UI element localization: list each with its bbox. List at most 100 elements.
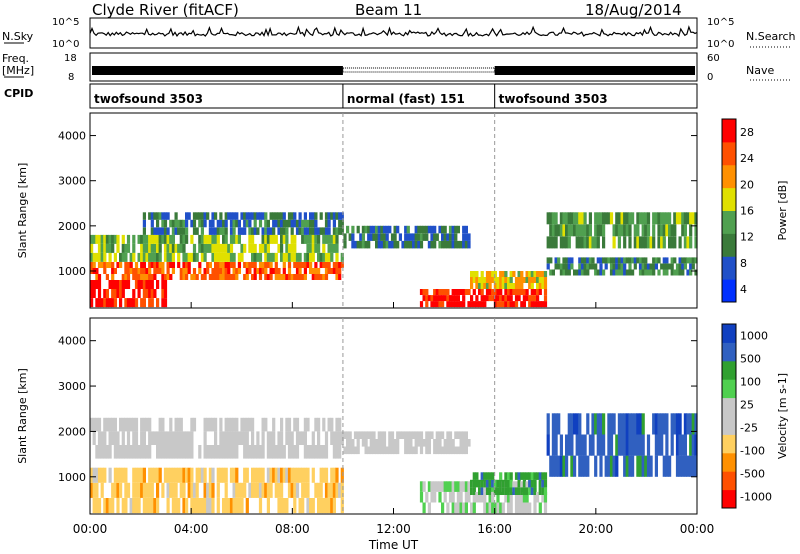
power-cell	[530, 277, 534, 283]
velocity-cell	[317, 431, 321, 445]
velocity-cell	[443, 446, 447, 455]
power-cell	[97, 289, 102, 298]
velocity-cell	[324, 431, 329, 445]
power-cell	[97, 298, 102, 308]
velocity-cell	[464, 439, 468, 447]
power-cell	[166, 212, 170, 220]
power-cell	[459, 289, 463, 295]
power-cell	[573, 224, 577, 237]
power-cell	[649, 263, 653, 270]
power-cell	[311, 243, 315, 253]
velocity-cell	[335, 445, 339, 459]
power-cell	[303, 268, 307, 274]
velocity-cell	[142, 417, 146, 432]
power-cell	[668, 236, 672, 249]
freq-panel-frame	[89, 52, 698, 82]
power-cell	[327, 212, 331, 220]
velocity-cell	[660, 413, 664, 435]
velocity-cell	[451, 481, 455, 492]
power-cell	[483, 295, 487, 302]
velocity-cell	[103, 445, 107, 459]
power-cell	[430, 225, 434, 234]
power-cell	[203, 243, 207, 253]
power-cell	[126, 243, 131, 253]
velocity-cell	[185, 445, 189, 459]
power-cell	[620, 269, 624, 276]
velocity-cell	[240, 417, 244, 432]
power-cell	[121, 289, 125, 298]
power-cell	[448, 233, 453, 241]
velocity-colorbar-segment	[722, 489, 736, 509]
power-cell	[433, 295, 437, 302]
power-cell	[219, 243, 223, 253]
velocity-cell	[533, 472, 537, 480]
power-cell	[124, 268, 128, 274]
power-cell	[206, 234, 210, 244]
power-cell	[509, 295, 513, 302]
power-cell	[322, 252, 326, 262]
velocity-cell	[119, 482, 123, 498]
velocity-cell	[272, 417, 276, 432]
power-cell	[388, 225, 392, 234]
power-cell	[319, 212, 323, 220]
power-cell	[562, 224, 566, 237]
power-cell	[261, 227, 265, 235]
power-cell	[559, 236, 563, 249]
power-cell	[625, 257, 629, 264]
velocity-cell	[480, 487, 484, 495]
power-cell	[538, 277, 542, 283]
velocity-cell	[662, 413, 666, 435]
velocity-cell	[327, 498, 331, 514]
velocity-cell	[451, 491, 455, 503]
velocity-cell	[235, 482, 239, 498]
power-cell	[219, 268, 223, 274]
power-cell	[174, 219, 178, 228]
power-cell	[380, 225, 384, 234]
power-cell	[670, 257, 674, 264]
power-cell	[137, 274, 141, 280]
velocity-cell	[163, 431, 168, 445]
power-cell	[451, 289, 455, 295]
power-cell	[282, 274, 286, 280]
power-cell	[126, 274, 131, 280]
power-cell	[324, 234, 329, 244]
power-cell	[514, 283, 519, 289]
velocity-cell	[258, 467, 263, 483]
velocity-cell	[206, 417, 210, 432]
power-cell	[615, 257, 619, 264]
power-cell	[224, 212, 228, 220]
power-cell	[314, 212, 318, 220]
velocity-cell	[132, 431, 136, 445]
velocity-cell	[456, 446, 460, 455]
power-cell	[161, 227, 165, 235]
velocity-cell	[507, 502, 511, 514]
velocity-cell	[195, 498, 199, 514]
power-cell	[148, 234, 152, 244]
power-cell	[546, 212, 550, 225]
power-cell	[229, 212, 234, 220]
power-cell	[142, 262, 146, 268]
velocity-cell	[646, 434, 651, 456]
power-cell	[258, 219, 263, 228]
power-cell	[554, 236, 558, 249]
velocity-cell	[631, 413, 635, 435]
power-cell	[126, 298, 131, 308]
power-cell	[119, 252, 123, 262]
velocity-cell	[219, 467, 223, 483]
power-cell	[340, 227, 344, 235]
velocity-cell	[657, 413, 661, 435]
power-cell	[433, 289, 437, 295]
power-cell	[543, 301, 548, 308]
velocity-cell	[441, 502, 445, 514]
power-cell	[105, 243, 109, 253]
power-cell	[456, 289, 460, 295]
power-cell	[467, 301, 471, 308]
power-cell	[311, 212, 315, 220]
velocity-cell	[253, 467, 257, 483]
power-cell	[496, 283, 500, 289]
velocity-cell	[274, 467, 278, 483]
power-y-tick-label: 4000	[58, 130, 86, 143]
power-colorbar-tick: 8	[740, 257, 747, 270]
power-cell	[232, 219, 236, 228]
velocity-cell	[462, 446, 466, 455]
